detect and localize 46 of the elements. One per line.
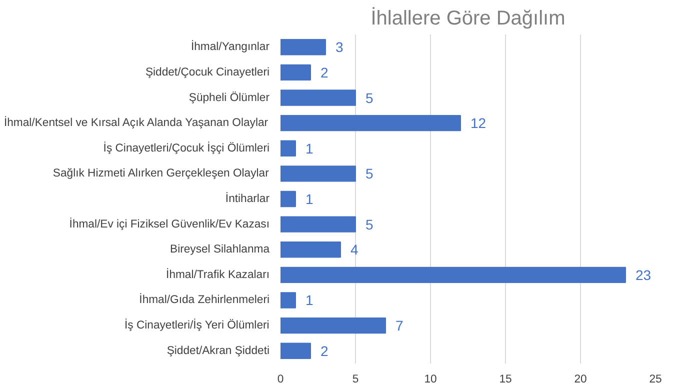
- x-tick-label: 0: [277, 374, 284, 386]
- y-tick-label: İhmal/Gıda Zehirlenmeleri: [139, 293, 270, 306]
- y-tick-label: İş Cinayetleri/Çocuk İşçi Ölümleri: [103, 141, 270, 154]
- data-label: 4: [350, 242, 358, 258]
- data-label: 3: [336, 39, 344, 56]
- data-label: 2: [320, 342, 328, 359]
- x-tick-label: 20: [574, 374, 587, 386]
- data-label: 5: [366, 90, 374, 106]
- y-tick-label: Sağlık Hizmeti Alırken Gerçekleşen Olaylar: [52, 168, 270, 180]
- bar: [280, 114, 461, 132]
- bar: [280, 140, 296, 156]
- bar: [280, 342, 311, 359]
- y-tick-label: Şiddet/Çocuk Cinayetleri: [145, 66, 270, 78]
- chart-title: İhlallere Göre Dağılım: [370, 6, 566, 30]
- data-label: 5: [366, 216, 374, 232]
- bar: [280, 317, 386, 334]
- bar: [280, 190, 296, 208]
- bar: [280, 266, 626, 284]
- y-tick-label: İhmal/Kentsel ve Kırsal Açık Alanda Yaşanan Olaylar: [4, 116, 268, 130]
- data-label: 2: [320, 64, 328, 80]
- y-tick-label: Şüpheli Ölümler: [188, 90, 270, 104]
- bar: [280, 166, 356, 182]
- data-label: 1: [306, 191, 314, 207]
- y-tick-label: İhmal/Trafik Kazaları: [166, 268, 270, 281]
- y-tick-label: İhmal/Yangınlar: [191, 40, 270, 54]
- bar: [280, 90, 356, 106]
- y-tick-label: İhmal/Ev içi Fiziksel Güvenlik/Ev Kazası: [69, 217, 270, 230]
- data-label: 1: [306, 140, 314, 156]
- bar: [280, 216, 356, 232]
- data-label: 12: [470, 115, 486, 132]
- y-tick-label: Şiddet/Akran Şiddeti: [166, 344, 270, 357]
- y-tick-label: İntiharlar: [225, 192, 270, 205]
- x-tick-label: 15: [499, 374, 512, 386]
- data-label: 23: [636, 266, 652, 283]
- data-label: 5: [366, 166, 374, 182]
- data-label: 1: [306, 292, 314, 308]
- bar: [280, 242, 341, 258]
- x-tick-label: 5: [352, 374, 359, 386]
- bar: [280, 64, 311, 81]
- x-tick-label: 10: [424, 374, 437, 386]
- y-tick-label: Bireysel Silahlanma: [170, 244, 270, 256]
- data-label: 7: [396, 318, 404, 334]
- y-tick-label: İş Cinayetleri/İş Yeri Ölümleri: [124, 318, 270, 332]
- bar: [280, 292, 296, 308]
- bar: [280, 39, 326, 56]
- x-tick-label: 25: [649, 374, 662, 386]
